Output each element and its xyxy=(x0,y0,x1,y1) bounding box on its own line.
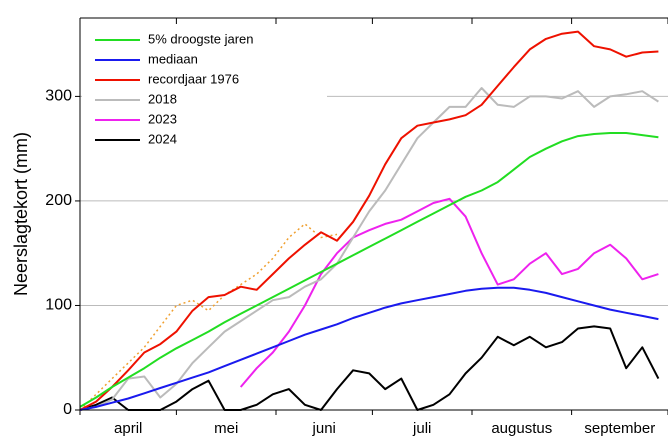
legend-box xyxy=(82,26,327,154)
legend-label: mediaan xyxy=(148,51,198,66)
legend-label: 5% droogste jaren xyxy=(148,31,254,46)
y-tick-label: 200 xyxy=(45,192,72,209)
legend-label: recordjaar 1976 xyxy=(148,71,239,86)
series-line xyxy=(79,325,660,411)
series-line xyxy=(79,286,659,411)
x-tick-label: juli xyxy=(412,420,431,437)
series-line xyxy=(79,87,659,411)
x-tick-label: juni xyxy=(312,420,336,437)
series-line xyxy=(79,223,338,411)
series-line xyxy=(79,30,659,411)
x-tick-label: mei xyxy=(214,420,238,437)
y-tick-label: 0 xyxy=(63,401,72,418)
y-tick-label: 100 xyxy=(45,297,72,314)
series-line xyxy=(239,197,659,388)
series-line xyxy=(79,132,659,408)
legend-label: 2024 xyxy=(148,131,177,146)
x-tick-label: augustus xyxy=(491,420,552,437)
legend-label: 2018 xyxy=(148,91,177,106)
x-tick-label: april xyxy=(114,420,142,437)
x-tick-label: september xyxy=(584,420,655,437)
y-tick-label: 300 xyxy=(45,88,72,105)
y-axis-label: Neerslagtekort (mm) xyxy=(11,132,31,296)
legend-label: 2023 xyxy=(148,111,177,126)
